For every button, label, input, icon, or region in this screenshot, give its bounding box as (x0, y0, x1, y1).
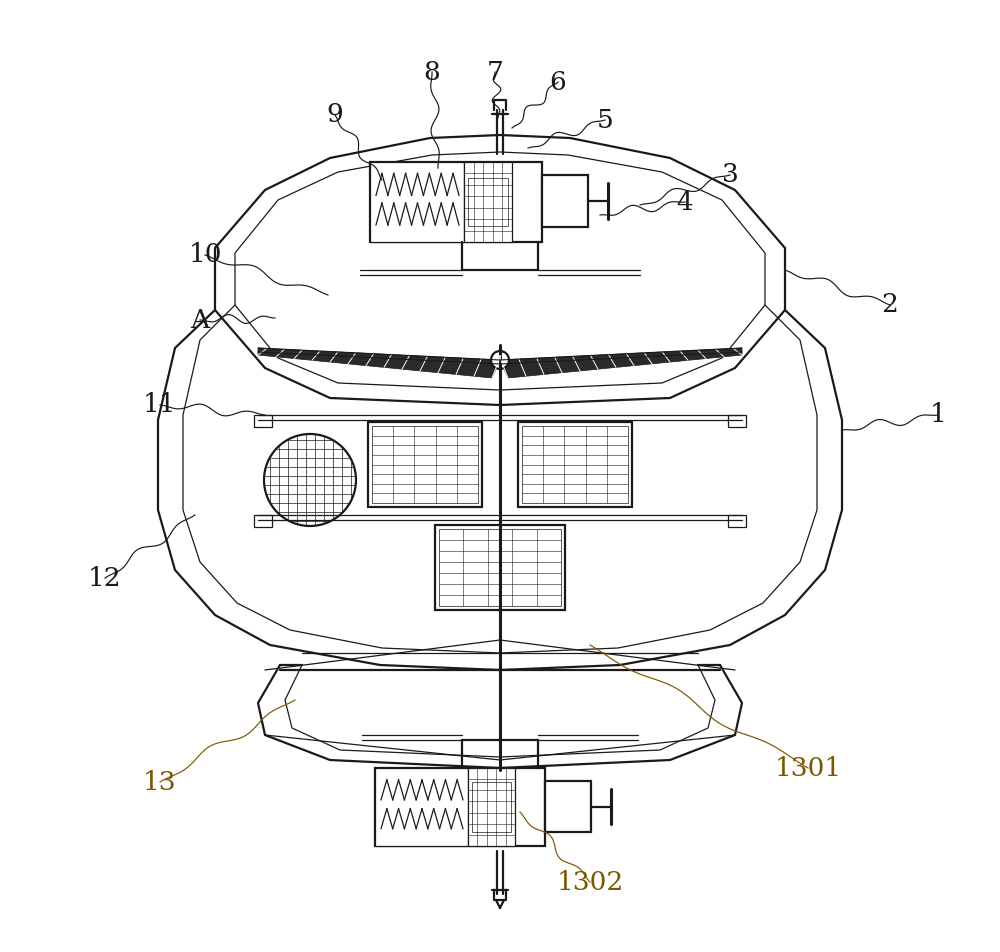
Circle shape (491, 351, 509, 369)
Bar (728, 415, 746, 427)
Text: 12: 12 (88, 565, 122, 590)
Circle shape (264, 434, 356, 526)
Bar (254, 415, 272, 427)
Text: 6: 6 (550, 69, 566, 94)
Bar (439, 529, 561, 606)
Polygon shape (500, 348, 742, 378)
Text: 9: 9 (327, 103, 343, 128)
Text: 13: 13 (143, 769, 177, 795)
Bar (472, 782, 511, 832)
Bar (372, 426, 478, 503)
Bar (728, 515, 746, 527)
Polygon shape (258, 348, 500, 378)
Bar (545, 781, 591, 832)
Text: 3: 3 (722, 163, 738, 188)
Bar (518, 422, 632, 507)
Text: 1302: 1302 (556, 869, 624, 895)
Text: 1301: 1301 (774, 756, 842, 781)
Text: 2: 2 (882, 292, 898, 318)
Bar (468, 178, 508, 226)
Text: 4: 4 (677, 189, 693, 214)
Bar (370, 162, 464, 242)
Text: 1: 1 (930, 403, 946, 427)
Bar (468, 768, 515, 846)
Text: 8: 8 (424, 59, 440, 85)
Bar (464, 162, 512, 242)
Text: A: A (190, 307, 210, 332)
Text: 5: 5 (597, 108, 613, 132)
Bar (368, 422, 482, 507)
Text: 10: 10 (188, 243, 222, 268)
Bar (254, 515, 272, 527)
Text: 7: 7 (487, 59, 503, 85)
Bar (375, 768, 545, 846)
Bar (522, 426, 628, 503)
Bar (370, 162, 542, 242)
Bar (435, 525, 565, 610)
Text: 11: 11 (143, 392, 177, 418)
Bar (375, 768, 468, 846)
Bar (542, 175, 588, 227)
